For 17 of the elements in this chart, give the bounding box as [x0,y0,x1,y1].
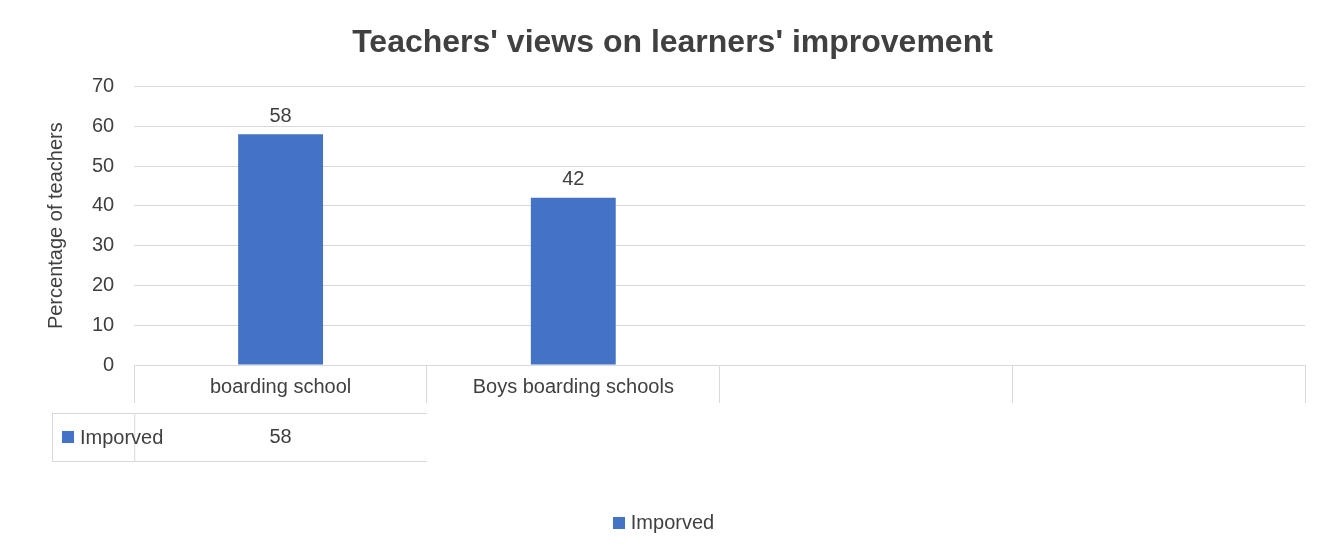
x-tick-label: boarding school [209,374,352,397]
data-label: 42 [562,167,585,190]
y-axis-title: Percentage of teachers [43,122,66,330]
y-tick-label: 20 [92,272,115,295]
data-label: 58 [269,103,292,126]
x-tick-label: Boys boarding schools [472,374,674,397]
y-tick-label: 40 [92,193,115,216]
text: 58 [269,424,292,447]
text: Imporved [630,511,715,533]
y-tick-label: 50 [92,153,115,176]
y-tick-label: 0 [103,352,115,375]
chart-title: Teachers' views on learners' improvement [352,23,994,60]
legend-label: Imporved [80,425,164,449]
y-tick-label: 30 [92,233,115,256]
y-tick-label: 60 [92,113,115,136]
y-tick-label: 10 [92,312,115,335]
y-tick-label: 70 [92,73,115,96]
